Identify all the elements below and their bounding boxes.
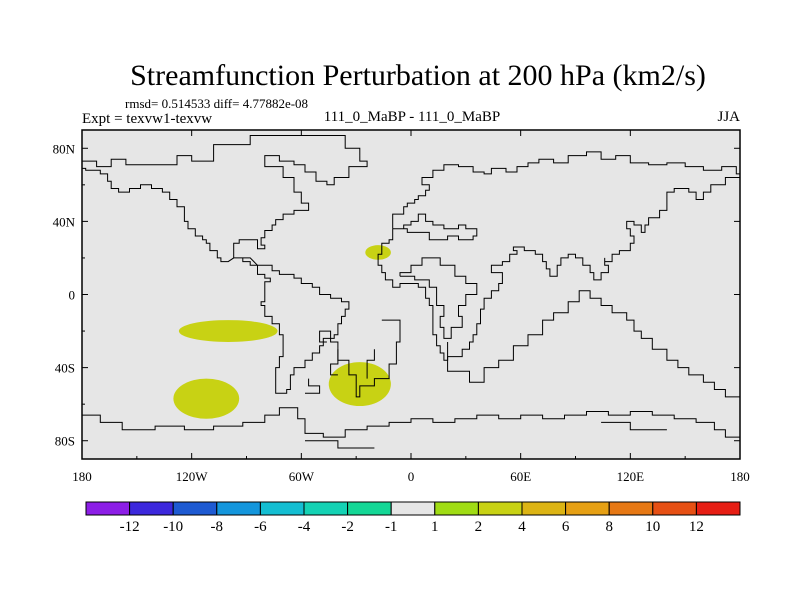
anomaly-s-pacific-positive-lower: [173, 378, 240, 419]
coastline-1: [392, 151, 740, 229]
x-tick-label: 0: [408, 469, 415, 484]
colorbar-label: -12: [120, 519, 140, 535]
x-tick-label: 120W: [176, 469, 209, 484]
colorbar-label: 8: [605, 519, 613, 535]
colorbar-label: -10: [163, 519, 183, 535]
anomaly-s-atlantic-positive: [328, 362, 391, 406]
colorbar-label: -4: [298, 519, 311, 535]
colorbar-label: 10: [645, 519, 660, 535]
x-tick-label: 60E: [510, 469, 531, 484]
coastline-6: [366, 349, 375, 379]
colorbar-label: -1: [385, 519, 398, 535]
season-label: JJA: [717, 109, 740, 125]
y-tick-label: 40N: [53, 214, 76, 229]
colorbar-box: [608, 501, 654, 516]
colorbar-box: [565, 501, 610, 516]
rmsd-label: rmsd= 0.514533 diff= 4.77882e-08: [125, 96, 308, 111]
coastline-2: [377, 177, 740, 361]
colorbar-box: [259, 501, 305, 516]
anomaly-sw-pacific-negative: [82, 356, 143, 394]
colorbar-box: [477, 501, 523, 516]
colorbar-label: -6: [254, 519, 267, 535]
anomaly-s-pacific-positive-upper: [178, 320, 278, 343]
anomaly-n-africa-positive: [365, 245, 391, 260]
y-tick-label: 80N: [53, 141, 76, 156]
colorbar-label: 6: [562, 519, 570, 535]
experiment-label: Expt = texvw1-texvw: [82, 111, 212, 127]
y-tick-label: 0: [69, 288, 76, 303]
coastline-10: [82, 407, 740, 438]
coastline-4: [399, 257, 478, 339]
colorbar-label: 1: [431, 519, 439, 535]
colorbar-box: [521, 501, 567, 516]
colorbar-label: 2: [475, 519, 483, 535]
coastline-11: [305, 440, 375, 449]
colorbar-box: [347, 501, 392, 516]
chart-title: Streamfunction Perturbation at 200 hPa (…: [130, 59, 706, 92]
x-tick-label: 120E: [617, 469, 645, 484]
case-subtitle: 111_0_MaBP - 111_0_MaBP: [324, 109, 500, 125]
colorbar-label: 4: [518, 519, 526, 535]
colorbar-label: 12: [689, 519, 704, 535]
colorbar-box: [695, 501, 741, 516]
x-tick-label: 60W: [289, 469, 315, 484]
coastline-0: [82, 135, 368, 394]
colorbar-box: [390, 501, 436, 516]
colorbar-box: [172, 501, 218, 516]
y-tick-label: 40S: [55, 361, 75, 376]
coastline-7: [330, 349, 339, 376]
colorbar: -12 -10 -8 -6 -4 -2 -1 1 2 4 6 8 10 12: [85, 501, 741, 535]
coastline-9: [447, 290, 740, 398]
colorbar-label: -8: [211, 519, 224, 535]
colorbar-box: [303, 501, 349, 516]
x-tick-label: 180: [72, 469, 92, 484]
colorbar-box: [216, 501, 261, 516]
colorbar-box: [129, 501, 174, 516]
coastline-5: [319, 319, 401, 398]
y-tick-label: 80S: [55, 434, 75, 449]
colorbar-box: [434, 501, 479, 516]
coastline-12: [601, 421, 667, 431]
x-tick-label: 180: [730, 469, 750, 484]
map-panel: 180 120W 60W 0 60E 120E 180 80N 40N 0 40S 80S: [53, 129, 750, 484]
coastline-3: [392, 213, 478, 241]
colorbar-box: [85, 501, 131, 516]
coastline-8: [305, 378, 321, 394]
colorbar-label: -2: [341, 519, 354, 535]
anomaly-indian-ocean-negative: [447, 399, 528, 420]
colorbar-box: [652, 501, 697, 516]
